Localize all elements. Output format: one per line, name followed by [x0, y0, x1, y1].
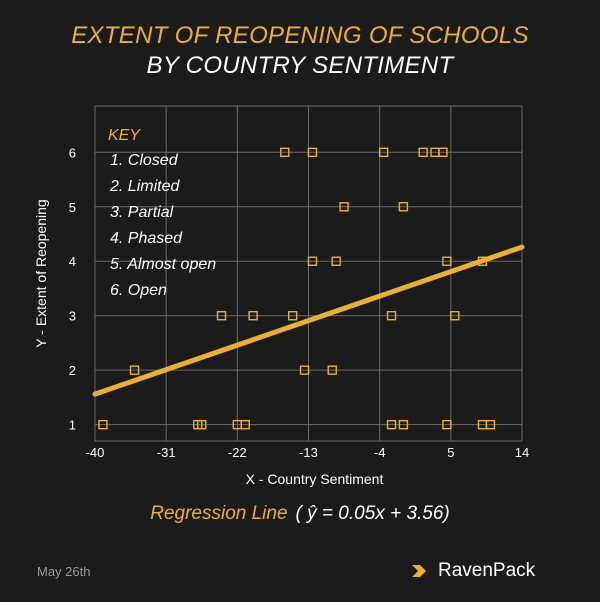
key-item: 5. Almost open — [110, 256, 216, 273]
x-tick-label: -4 — [374, 445, 386, 460]
regression-line — [92, 244, 525, 397]
regression-equation: ( ŷ = 0.05x + 3.56) — [295, 503, 450, 524]
data-point — [339, 202, 349, 212]
data-point — [331, 256, 341, 266]
data-point — [98, 419, 108, 430]
y-tick-label: 1 — [69, 418, 76, 433]
data-point — [216, 311, 227, 321]
data-point — [378, 147, 389, 158]
x-tick-label: -13 — [299, 445, 318, 460]
data-point — [248, 311, 258, 321]
x-tick-label: -22 — [228, 445, 247, 460]
data-point — [442, 256, 452, 266]
key-item: 4. Phased — [110, 230, 183, 247]
key-item: 2. Limited — [109, 178, 180, 195]
data-point — [442, 419, 452, 430]
data-point — [477, 256, 488, 266]
x-tick-label: -40 — [86, 445, 105, 460]
date-label: May 26th — [37, 564, 91, 579]
ravenpack-logo: RavenPack — [410, 560, 535, 582]
data-point — [450, 311, 460, 321]
brand-name: RavenPack — [438, 560, 536, 581]
key-item: 6. Open — [110, 282, 167, 299]
chart-subtitle: BY COUNTRY SENTIMENT — [146, 52, 454, 79]
scatter-chart: -40 -31 -22 -13 -4 5 14 1 2 3 4 5 6 X - Country Senti… — [33, 105, 529, 487]
regression-caption: Regression Line ( ŷ = 0.05x + 3.56) — [0, 503, 600, 525]
y-tick-label: 4 — [69, 254, 76, 269]
y-tick-label: 6 — [69, 145, 76, 160]
data-point — [386, 419, 397, 430]
data-point — [307, 147, 318, 158]
data-point — [327, 365, 337, 375]
x-tick-label: 5 — [447, 445, 454, 460]
data-point — [386, 311, 397, 321]
chart-title: EXTENT OF REOPENING OF SCHOOLS — [71, 22, 529, 49]
ravenpack-logo-icon — [412, 565, 426, 577]
x-tick-label: 14 — [515, 445, 529, 460]
data-point — [280, 147, 290, 158]
key-item: 3. Partial — [110, 204, 174, 221]
y-axis-label: Y - Extent of Reopening — [33, 199, 49, 347]
data-point — [398, 202, 409, 212]
x-tick-label: -31 — [157, 445, 176, 460]
data-point — [398, 419, 409, 430]
y-tick-label: 3 — [69, 309, 76, 324]
data-point — [438, 147, 448, 158]
data-point — [299, 365, 310, 375]
y-tick-label: 2 — [69, 363, 76, 378]
data-point — [240, 419, 250, 430]
data-point — [287, 311, 298, 321]
key-item: 1. Closed — [110, 152, 179, 169]
data-point — [418, 147, 428, 158]
y-tick-label: 5 — [69, 200, 76, 215]
key-title: KEY — [108, 127, 141, 144]
data-point — [197, 419, 207, 430]
x-axis-label: X - Country Sentiment — [246, 471, 384, 487]
data-point — [485, 419, 496, 430]
regression-label: Regression Line — [150, 503, 288, 524]
data-point — [129, 365, 140, 375]
data-point — [307, 256, 318, 266]
